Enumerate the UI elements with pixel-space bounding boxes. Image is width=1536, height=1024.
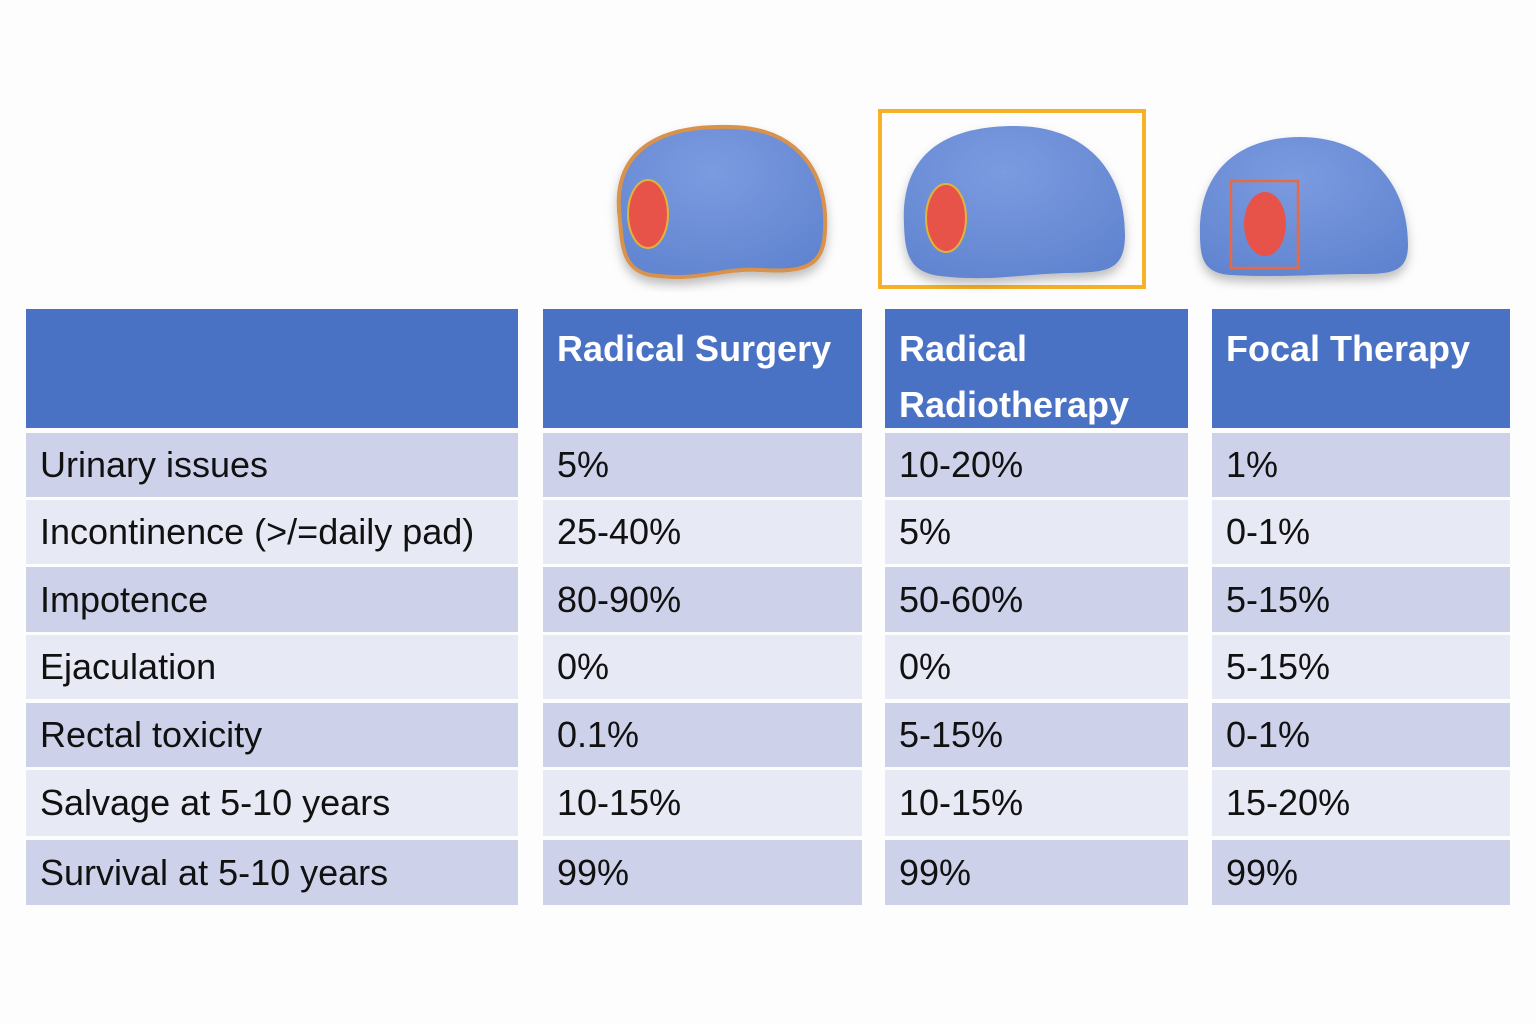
tumour-icon: [1244, 192, 1286, 256]
cell-radical-surgery: 0%: [543, 635, 862, 699]
cell-focal-therapy: 0-1%: [1212, 703, 1510, 767]
header-radical-surgery: Radical Surgery: [543, 309, 862, 428]
prostate-illustrations: [616, 109, 1408, 289]
cell-focal-therapy: 5-15%: [1212, 635, 1510, 699]
row-label: Rectal toxicity: [26, 703, 518, 767]
cell-radical-radiotherapy: 50-60%: [885, 567, 1188, 632]
cell-radical-radiotherapy: 0%: [885, 635, 1188, 699]
cell-radical-radiotherapy: 5-15%: [885, 703, 1188, 767]
cell-focal-therapy: 5-15%: [1212, 567, 1510, 632]
focal-therapy-prostate-icon: [1199, 137, 1408, 277]
cell-radical-surgery: 25-40%: [543, 500, 862, 564]
row-label: Salvage at 5-10 years: [26, 770, 518, 836]
focal-target-box: [1229, 179, 1300, 270]
row-label: Ejaculation: [26, 635, 518, 699]
row-label: Survival at 5-10 years: [26, 840, 518, 905]
cell-radical-radiotherapy: 10-20%: [885, 433, 1188, 497]
cell-radical-radiotherapy: 5%: [885, 500, 1188, 564]
cell-radical-surgery: 10-15%: [543, 770, 862, 836]
header-focal-therapy: Focal Therapy: [1212, 309, 1510, 428]
cell-radical-surgery: 5%: [543, 433, 862, 497]
header-radical-radiotherapy: Radical Radiotherapy: [885, 309, 1188, 428]
radical-surgery-prostate-icon: [616, 124, 828, 279]
row-label: Impotence: [26, 567, 518, 632]
cell-focal-therapy: 0-1%: [1212, 500, 1510, 564]
row-label: Urinary issues: [26, 433, 518, 497]
row-label: Incontinence (>/=daily pad): [26, 500, 518, 564]
radical-radiotherapy-prostate-icon: [903, 126, 1125, 279]
header-label: [26, 309, 518, 428]
cell-radical-surgery: 0.1%: [543, 703, 862, 767]
cell-focal-therapy: 15-20%: [1212, 770, 1510, 836]
cell-radical-surgery: 99%: [543, 840, 862, 905]
tumour-icon: [627, 179, 669, 249]
cell-radical-radiotherapy: 99%: [885, 840, 1188, 905]
selection-highlight-box: [878, 109, 1146, 289]
cell-focal-therapy: 1%: [1212, 433, 1510, 497]
cell-radical-surgery: 80-90%: [543, 567, 862, 632]
tumour-icon: [925, 183, 967, 253]
cell-focal-therapy: 99%: [1212, 840, 1510, 905]
cell-radical-radiotherapy: 10-15%: [885, 770, 1188, 836]
